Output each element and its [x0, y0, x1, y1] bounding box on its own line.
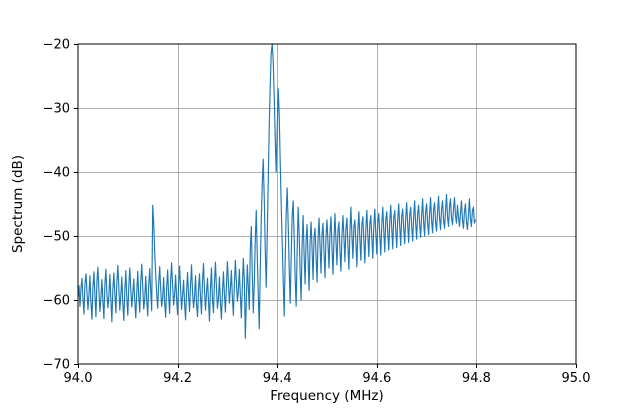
y-tick-label: −30	[43, 102, 70, 117]
y-axis-title: Spectrum (dB)	[10, 155, 26, 253]
x-tick-label: 94.0	[64, 371, 93, 386]
y-tick-label: −50	[43, 230, 70, 245]
x-axis-title: Frequency (MHz)	[270, 388, 383, 404]
tick-marks	[74, 43, 578, 368]
y-tick-label: −40	[43, 166, 70, 181]
axes-spines	[77, 43, 577, 365]
axes-frame	[77, 43, 577, 365]
x-tick-label: 94.6	[362, 371, 391, 386]
y-tick-label: −60	[43, 294, 70, 309]
gridlines	[78, 44, 576, 364]
series-line-spectrum	[77, 43, 476, 339]
y-tick-labels: −70 −60 −50 −40 −30 −20	[43, 38, 70, 373]
axes-background	[78, 44, 576, 364]
x-tick-label: 95.0	[562, 371, 591, 386]
x-tick-label: 94.8	[462, 371, 491, 386]
y-tick-label: −70	[43, 358, 70, 373]
x-tick-label: 94.4	[263, 371, 292, 386]
x-tick-label: 94.2	[163, 371, 192, 386]
y-tick-label: −20	[43, 38, 70, 53]
x-tick-labels: 94.0 94.2 94.4 94.6 94.8 95.0	[64, 371, 591, 386]
data-series-group	[77, 43, 476, 339]
